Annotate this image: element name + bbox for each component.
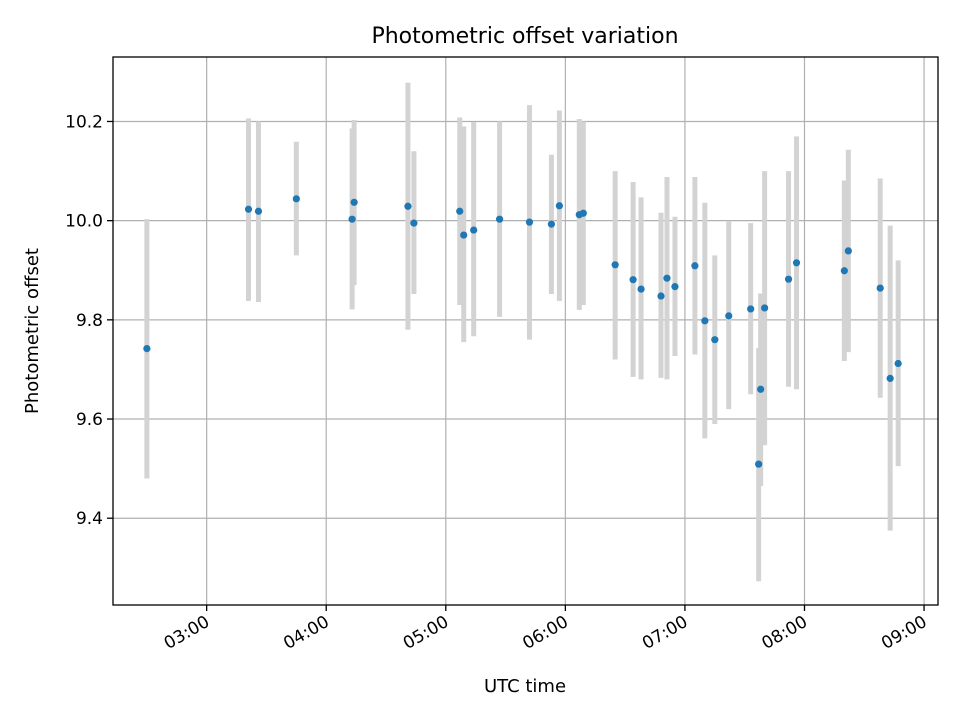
chart-title: Photometric offset variation [371,24,678,49]
y-tick-label: 10.0 [65,212,103,232]
data-point [404,202,412,210]
data-points [143,195,902,468]
data-point [691,262,699,270]
data-point [792,259,801,267]
data-point [348,215,356,223]
x-axis-label: UTC time [484,676,566,697]
data-point [350,198,358,206]
data-point [292,195,300,203]
data-point [495,215,504,223]
data-point [460,231,468,239]
data-point [876,284,884,292]
data-point [711,336,719,344]
data-point [254,207,263,215]
y-tick-label: 9.4 [76,509,103,529]
data-point [747,305,755,313]
data-point [244,205,253,213]
data-point [525,218,534,226]
y-tick-label: 9.6 [76,410,103,430]
data-point [894,359,902,368]
data-point [886,374,894,382]
data-point [555,202,563,210]
data-point [579,209,587,217]
data-point [547,220,556,228]
data-point [671,283,679,291]
y-axis-label: Photometric offset [22,248,43,414]
data-point [761,304,769,312]
data-point [143,345,151,353]
data-point [456,207,464,215]
data-point [757,385,765,393]
data-point [611,261,619,269]
data-point [701,317,709,325]
data-point [410,219,418,227]
data-point [844,247,852,255]
data-point [784,275,793,283]
y-tick-label: 10.2 [65,112,103,132]
data-point [663,274,671,282]
y-tick-label: 9.8 [76,311,103,331]
data-point [629,276,637,284]
data-point [725,312,733,320]
plot-frame [112,56,939,606]
y-axis-ticks: 9.4 9.6 9.8 10.0 10.2 [65,112,113,529]
data-point [755,460,763,468]
data-point [637,285,645,293]
data-point [840,267,848,275]
data-point [657,292,665,300]
data-point [470,226,478,234]
